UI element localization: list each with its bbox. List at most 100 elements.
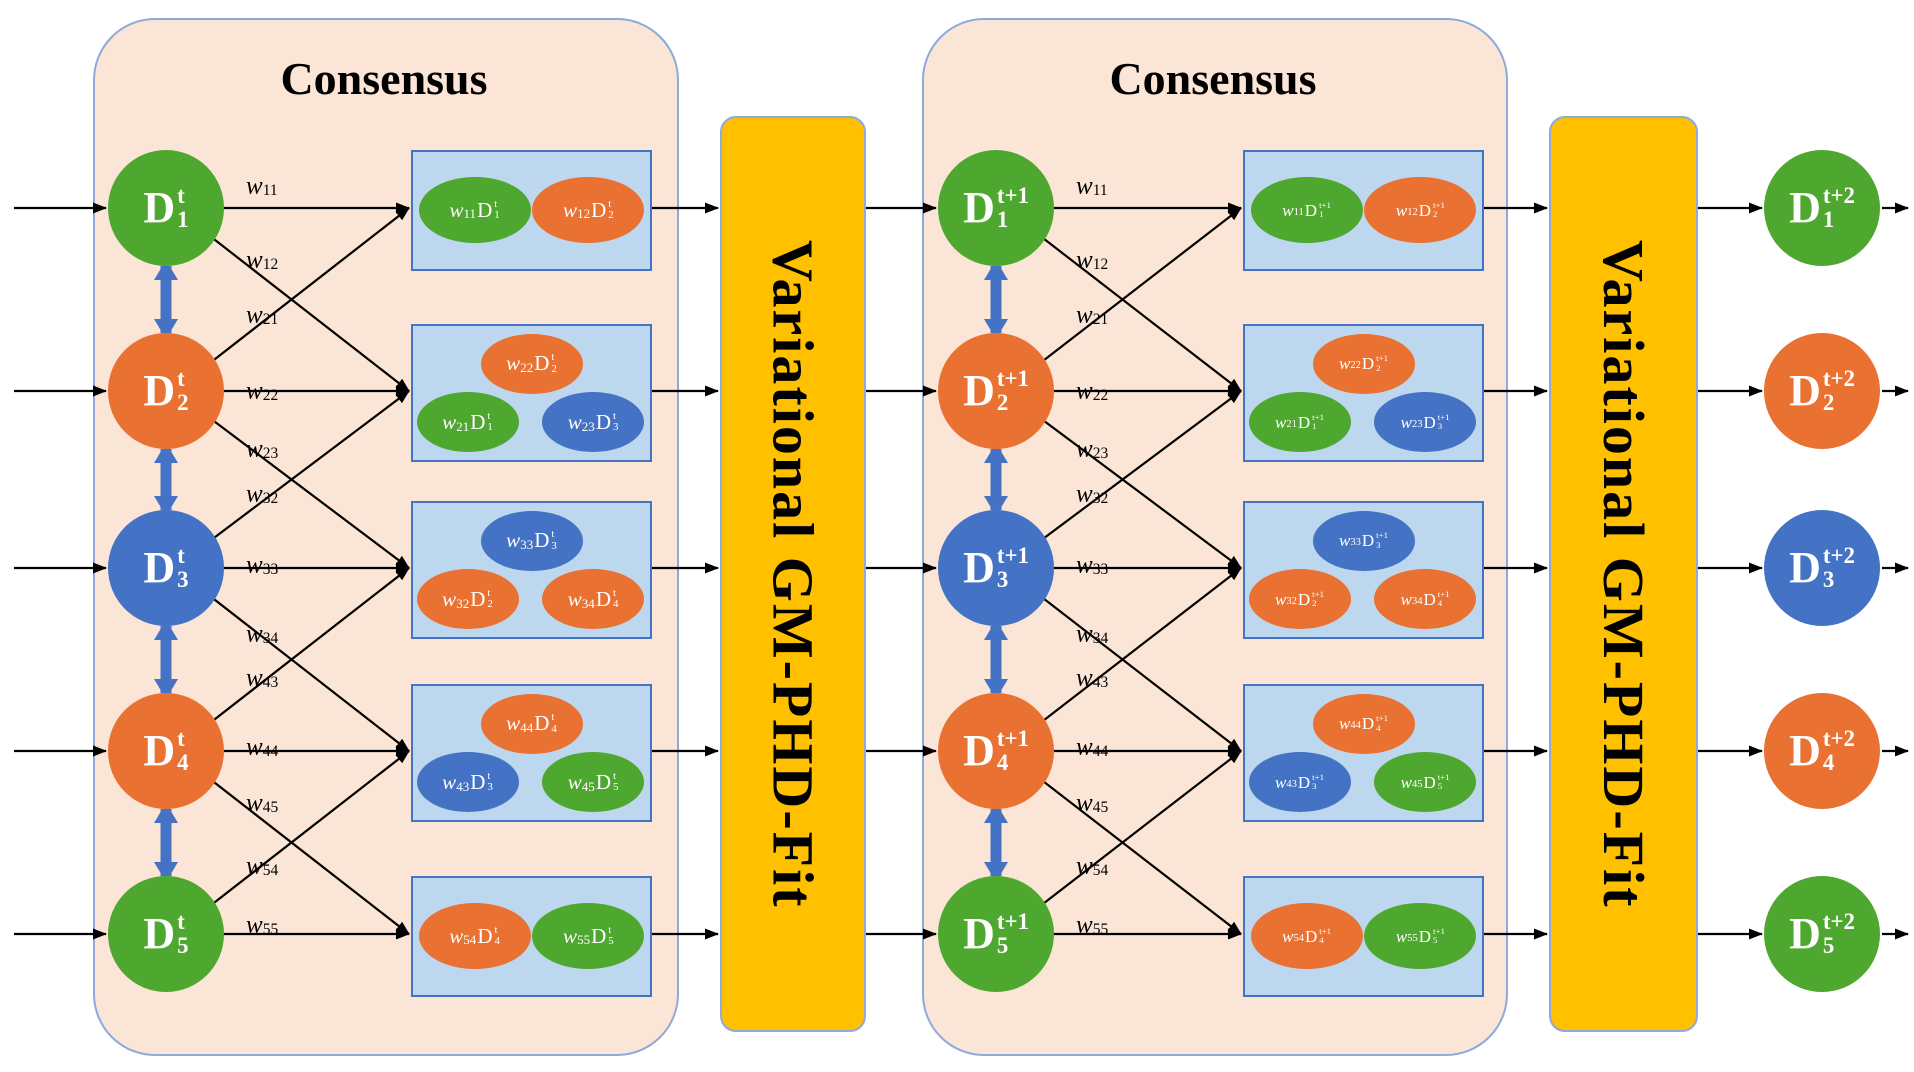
fit-bar-label: Variational GM-PHD-Fit xyxy=(760,239,826,909)
weight-label-w21-s1: w 21 xyxy=(246,301,279,329)
weight-label-w34-s1: w 34 xyxy=(246,620,279,648)
weight-label-w32-s2: w 32 xyxy=(1076,480,1109,508)
weight-label-w21-s2: w 21 xyxy=(1076,301,1109,329)
weight-label-w45-s1: w 45 xyxy=(246,789,279,817)
weight-label-w55-s1: w 55 xyxy=(246,911,279,939)
weight-label-w43-s1: w 43 xyxy=(246,664,279,692)
weight-label-w34-s2: w 34 xyxy=(1076,620,1109,648)
weight-label-w12-s2: w 12 xyxy=(1076,246,1109,274)
weight-label-w12-s1: w 12 xyxy=(246,246,279,274)
weight-label-w43-s2: w 43 xyxy=(1076,664,1109,692)
weight-label-w33-s2: w 33 xyxy=(1076,551,1109,579)
fit-bar-1: Variational GM-PHD-Fit xyxy=(720,116,866,1032)
fit-bar-2: Variational GM-PHD-Fit xyxy=(1549,116,1698,1032)
consensus-title-s2: Consensus xyxy=(1109,53,1317,104)
weight-label-w32-s1: w 32 xyxy=(246,480,279,508)
weight-label-w22-s2: w 22 xyxy=(1076,377,1109,405)
weight-label-w44-s2: w 44 xyxy=(1076,733,1109,761)
weight-label-w23-s1: w 23 xyxy=(246,435,279,463)
fit-bar-label: Variational GM-PHD-Fit xyxy=(1591,239,1656,909)
weight-label-w23-s2: w 23 xyxy=(1076,435,1109,463)
weight-label-w45-s2: w 45 xyxy=(1076,789,1109,817)
weight-label-w11-s2: w 11 xyxy=(1076,172,1108,200)
weight-label-w54-s1: w 54 xyxy=(246,852,279,880)
weight-label-w54-s2: w 54 xyxy=(1076,852,1109,880)
weight-label-w22-s1: w 22 xyxy=(246,377,279,405)
weight-label-w11-s1: w 11 xyxy=(246,172,278,200)
weight-label-w55-s2: w 55 xyxy=(1076,911,1109,939)
consensus-title-s1: Consensus xyxy=(280,53,488,104)
